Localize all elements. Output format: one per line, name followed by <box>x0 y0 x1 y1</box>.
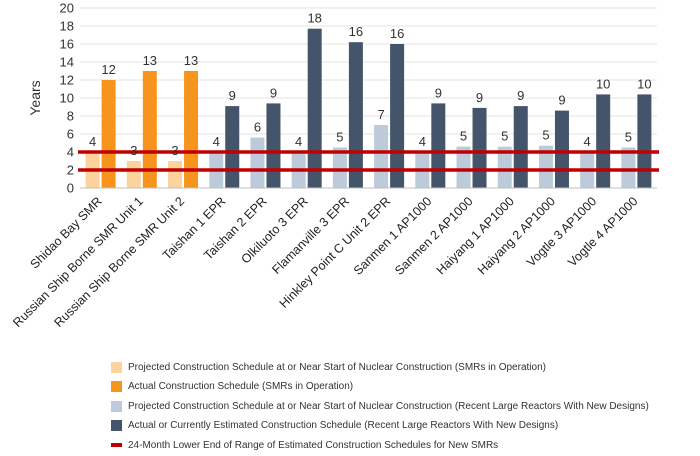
reference-lines <box>78 150 659 172</box>
bar-actual <box>225 106 240 188</box>
legend-label: Actual or Currently Estimated Constructi… <box>128 420 559 431</box>
data-label-projected: 5 <box>542 128 549 143</box>
data-label-projected: 5 <box>625 130 632 145</box>
data-label-projected: 3 <box>171 143 178 158</box>
x-category-label: Haiyang 1 AP1000 <box>434 194 517 277</box>
y-tick-label: 8 <box>67 109 74 124</box>
x-category-label: Vogtle 3 AP1000 <box>524 194 599 269</box>
data-label-actual: 10 <box>637 76 651 91</box>
data-label-projected: 5 <box>501 129 508 144</box>
y-tick-label: 6 <box>67 127 74 142</box>
bar-projected <box>250 137 265 188</box>
data-label-projected: 4 <box>213 134 220 149</box>
data-label-actual: 10 <box>596 76 610 91</box>
x-category-label: Sanmen 2 AP1000 <box>392 194 476 278</box>
data-label-actual: 16 <box>390 26 404 41</box>
x-category-label: Shidao Bay SMR <box>28 194 105 271</box>
data-label-projected: 4 <box>584 134 591 149</box>
data-label-actual: 16 <box>349 24 363 39</box>
y-tick-label: 20 <box>60 1 74 16</box>
data-label-projected: 7 <box>377 107 384 122</box>
bar-actual <box>142 71 157 188</box>
data-label-actual: 12 <box>101 62 115 77</box>
data-label-actual: 13 <box>143 53 157 68</box>
legend-item-projected-smr: Projected Construction Schedule at or Ne… <box>111 358 691 376</box>
data-label-projected: 4 <box>295 134 302 149</box>
bar-projected <box>374 125 389 188</box>
bar-projected <box>538 145 553 188</box>
bar-actual <box>596 94 611 188</box>
y-axis-label: Years <box>27 80 43 115</box>
data-label-actual: 9 <box>476 90 483 105</box>
bar-actual <box>472 107 487 188</box>
bar-actual <box>184 71 199 188</box>
bar-projected <box>168 161 183 188</box>
x-category-label: Flamanville 3 EPR <box>269 194 352 277</box>
legend-label: Projected Construction Schedule at or Ne… <box>128 361 546 373</box>
y-tick-label: 10 <box>60 91 74 106</box>
bar-actual <box>307 28 322 189</box>
bar-projected <box>497 146 512 188</box>
legend-swatch-actual-large <box>111 420 122 431</box>
bar-actual <box>513 106 528 188</box>
bar-actual <box>266 103 281 188</box>
data-label-actual: 9 <box>270 85 277 100</box>
legend-item-actual-smr: Actual Construction Schedule (SMRs in Op… <box>111 378 691 396</box>
y-tick-label: 12 <box>60 73 74 88</box>
bar-actual <box>637 94 652 188</box>
legend-item-actual-large: Actual or Currently Estimated Constructi… <box>111 417 691 435</box>
data-label-projected: 4 <box>89 134 96 149</box>
data-label-projected: 4 <box>419 134 426 149</box>
data-label-projected: 6 <box>254 120 261 135</box>
y-tick-label: 4 <box>67 145 74 160</box>
gridlines <box>80 7 657 171</box>
data-label-actual: 13 <box>184 53 198 68</box>
data-label-projected: 3 <box>130 143 137 158</box>
data-label-actual: 9 <box>517 88 524 103</box>
data-label-actual: 9 <box>558 93 565 108</box>
y-tick-label: 18 <box>60 19 74 34</box>
legend-swatch-projected-smr <box>111 361 122 373</box>
data-label-projected: 5 <box>460 129 467 144</box>
bar-actual <box>348 42 363 189</box>
bar-actual <box>390 44 405 188</box>
bar-actual <box>101 80 116 188</box>
data-labels: 4 12 3 13 3 13 4 9 6 9 4 18 5 16 7 16 4 9 5 9 5 9 5 9 4 10 5 10 <box>89 11 652 158</box>
data-label-actual: 9 <box>435 85 442 100</box>
bar-projected <box>332 147 347 188</box>
legend-item-reference-line: 24-Month Lower End of Range of Estimated… <box>111 436 691 454</box>
bar-actual <box>554 110 569 188</box>
bar-actual <box>431 103 446 188</box>
legend-label: Actual Construction Schedule (SMRs in Op… <box>128 381 354 392</box>
data-label-projected: 5 <box>336 130 343 145</box>
y-tick-label: 14 <box>60 55 74 70</box>
y-tick-label: 0 <box>67 181 74 196</box>
y-tick-label: 16 <box>60 37 74 52</box>
data-label-actual: 18 <box>307 11 321 26</box>
x-category-label: Haiyang 2 AP1000 <box>475 194 558 277</box>
bars <box>85 28 652 189</box>
y-tick-label: 2 <box>67 163 74 178</box>
legend-swatch-projected-large <box>111 400 122 412</box>
y-axis-ticks: 0 2 4 6 8 10 12 14 16 18 20 <box>60 1 74 196</box>
x-category-label: Sanmen 1 AP1000 <box>351 194 435 278</box>
legend-label: 24-Month Lower End of Range of Estimated… <box>128 439 499 451</box>
bar-projected <box>456 146 471 188</box>
legend-label: Projected Construction Schedule at or Ne… <box>128 400 649 412</box>
legend-swatch-reference-line <box>111 443 122 447</box>
bar-projected <box>126 161 141 188</box>
data-label-actual: 9 <box>229 88 236 103</box>
bar-projected <box>621 147 636 188</box>
x-category-label: Vogtle 4 AP1000 <box>565 194 640 269</box>
legend-swatch-actual-smr <box>111 381 122 392</box>
legend-item-projected-large: Projected Construction Schedule at or Ne… <box>111 397 691 415</box>
